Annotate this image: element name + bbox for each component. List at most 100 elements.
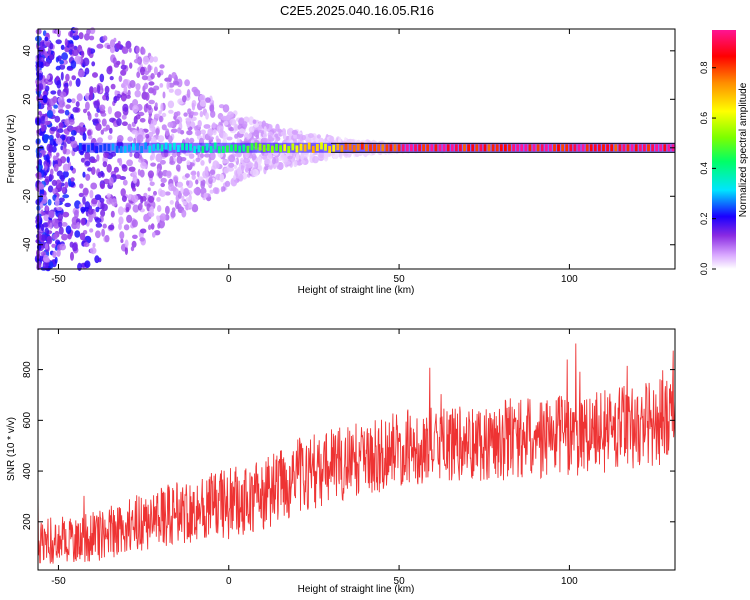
heatmap-cell <box>156 215 160 223</box>
ridge-cell <box>647 144 650 152</box>
heatmap-cell <box>295 153 300 161</box>
heatmap-cell <box>48 174 54 181</box>
ridge-cell <box>438 144 442 152</box>
colorbar-tick-label: 0.8 <box>699 61 709 74</box>
heatmap-cell <box>181 195 185 203</box>
heatmap-cell <box>36 233 42 241</box>
heatmap-cell <box>37 83 44 91</box>
heatmap-cell <box>248 116 254 126</box>
heatmap-cell <box>278 162 283 170</box>
heatmap-cell <box>300 152 305 161</box>
heatmap-cell <box>80 206 86 213</box>
heatmap-cell <box>120 238 124 243</box>
heatmap-cell <box>91 61 96 67</box>
heatmap-cell <box>53 104 58 109</box>
snr-frame <box>37 328 676 571</box>
heatmap-cell <box>168 109 174 114</box>
heatmap-cell <box>46 153 50 163</box>
ridge-cell <box>557 144 560 152</box>
heatmap-cell <box>75 125 82 133</box>
heatmap-cell <box>195 179 199 185</box>
heatmap-cell <box>216 138 222 144</box>
heatmap-cell <box>125 94 131 99</box>
heatmap-cell <box>229 118 237 126</box>
heatmap-cell <box>59 243 66 251</box>
heatmap-cell <box>90 182 98 190</box>
heatmap-cell <box>238 128 246 135</box>
ridge-cell <box>217 146 221 154</box>
heatmap-cell <box>56 158 63 167</box>
heatmap-cell <box>39 150 47 154</box>
heatmap-cell <box>84 160 91 166</box>
heatmap-cell <box>195 157 201 163</box>
x-tick-label: 0 <box>226 576 232 587</box>
heatmap-cell <box>274 133 279 138</box>
heatmap-cell <box>64 181 69 189</box>
heatmap-cell <box>233 123 239 132</box>
heatmap-cell <box>148 81 155 86</box>
ridge-cell <box>643 144 646 152</box>
heatmap-cell <box>292 133 298 139</box>
ridge-cell <box>434 144 438 152</box>
ridge-cell <box>401 144 405 152</box>
heatmap-cell <box>154 102 158 108</box>
heatmap-cell <box>76 93 83 102</box>
heatmap-cell <box>107 134 113 141</box>
heatmap-cell <box>64 38 68 47</box>
ridge-cell <box>569 144 573 152</box>
x-tick-label: -50 <box>51 576 66 587</box>
heatmap-cell <box>139 118 146 123</box>
ridge-cell <box>487 144 491 152</box>
heatmap-cell <box>82 132 87 141</box>
ridge-band-outer <box>78 142 675 153</box>
heatmap-cell <box>159 83 164 88</box>
heatmap-cell <box>50 168 54 176</box>
heatmap-cell <box>85 101 90 111</box>
ridge-cell <box>483 144 487 152</box>
ridge-cell <box>111 143 115 151</box>
ridge-cell <box>226 145 229 153</box>
heatmap-cell <box>181 209 187 218</box>
heatmap-cell <box>110 83 116 90</box>
heatmap-cell <box>52 250 57 259</box>
colorbar-tick-label: 0.0 <box>699 263 709 276</box>
heatmap-cell <box>58 122 64 128</box>
heatmap-cell <box>61 52 68 61</box>
y-tick-label: 800 <box>22 361 33 378</box>
heatmap-cell <box>228 127 235 132</box>
heatmap-cell <box>54 159 58 166</box>
ridge-cell <box>581 144 585 152</box>
ridge-cell <box>168 143 172 151</box>
heatmap-cell <box>79 127 87 132</box>
heatmap-cell <box>137 168 141 176</box>
heatmap-cell <box>97 84 101 94</box>
heatmap-cell <box>338 136 342 145</box>
heatmap-cell <box>155 153 163 163</box>
heatmap-cell <box>88 135 93 140</box>
y-tick-label: 200 <box>22 513 33 530</box>
ridge-cell <box>115 145 119 153</box>
heatmap-cell <box>158 110 162 115</box>
heatmap-cell <box>121 114 127 120</box>
heatmap-cell <box>228 162 235 168</box>
heatmap-cell <box>257 156 262 166</box>
heatmap-cell <box>172 152 177 158</box>
heatmap-cell <box>44 85 50 92</box>
heatmap-cell <box>91 198 98 205</box>
heatmap-cell <box>193 188 198 194</box>
heatmap-cell <box>46 235 53 245</box>
heatmap-cell <box>222 104 230 113</box>
heatmap-cell <box>64 118 70 126</box>
heatmap-cell <box>148 87 155 94</box>
heatmap-cell <box>139 237 145 242</box>
heatmap-cell <box>51 179 58 186</box>
heatmap-cell <box>233 174 237 180</box>
heatmap-cell <box>77 69 85 78</box>
heatmap-cell <box>203 192 208 198</box>
heatmap-cell <box>107 106 112 115</box>
heatmap-cell <box>58 100 66 108</box>
ridge-cell <box>136 143 139 151</box>
ridge-cell <box>336 143 340 151</box>
heatmap-cell <box>132 175 138 184</box>
heatmap-cell <box>140 228 147 234</box>
